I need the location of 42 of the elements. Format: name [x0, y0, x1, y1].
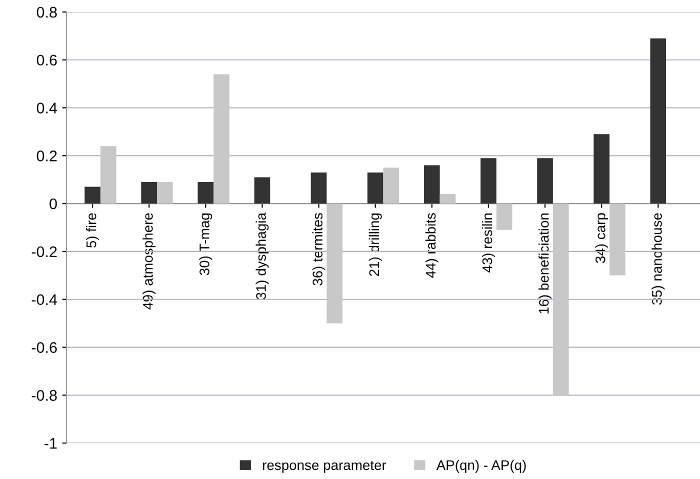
bar	[254, 177, 270, 204]
bar	[480, 158, 496, 204]
y-tick-label: 0.4	[36, 102, 58, 114]
bar	[552, 204, 569, 396]
bar	[214, 74, 230, 204]
bar	[141, 182, 157, 204]
y-tick-label: 0.6	[36, 54, 57, 66]
y-tick-label: 0	[50, 198, 57, 210]
x-tick-label: 5) fire	[86, 213, 99, 248]
bar	[594, 134, 610, 204]
legend-label: response parameter	[262, 460, 386, 473]
bar	[367, 172, 384, 204]
bar	[424, 165, 440, 204]
y-tick-label: -0.2	[32, 246, 57, 258]
y-tick-label: 0.8	[36, 6, 57, 18]
y-tick-label: -0.8	[32, 390, 57, 401]
x-tick-label: 43) resilin	[482, 214, 495, 272]
x-tick-label: 49) atmosphere	[142, 213, 156, 310]
bar	[383, 168, 400, 204]
y-tick-label: -0.6	[32, 342, 57, 353]
bar	[100, 146, 116, 204]
y-tick-label: 0.2	[36, 150, 57, 162]
x-tick-label: 30) T-mag	[199, 213, 212, 276]
bar	[537, 158, 553, 204]
bar	[610, 204, 626, 276]
y-tick-label: -1	[44, 438, 57, 449]
bar	[496, 204, 512, 230]
y-tick-label: -0.4	[32, 294, 58, 306]
x-tick-label: 16) beneficiation	[538, 213, 552, 314]
bar	[157, 182, 173, 204]
bar	[198, 182, 214, 204]
bar	[310, 172, 327, 204]
x-tick-label: 21) drilling	[368, 213, 382, 276]
x-tick-label: 44) rabbits	[425, 213, 438, 278]
bar	[84, 186, 100, 204]
legend-label: AP(qn) - AP(q)	[436, 460, 526, 473]
x-tick-label: 34) carp	[595, 213, 608, 264]
bar	[440, 194, 456, 204]
bar	[650, 38, 666, 204]
x-tick-label: 31) dysphagia	[256, 212, 269, 300]
bar	[326, 204, 343, 324]
x-tick-label: 36) termites	[312, 213, 326, 286]
